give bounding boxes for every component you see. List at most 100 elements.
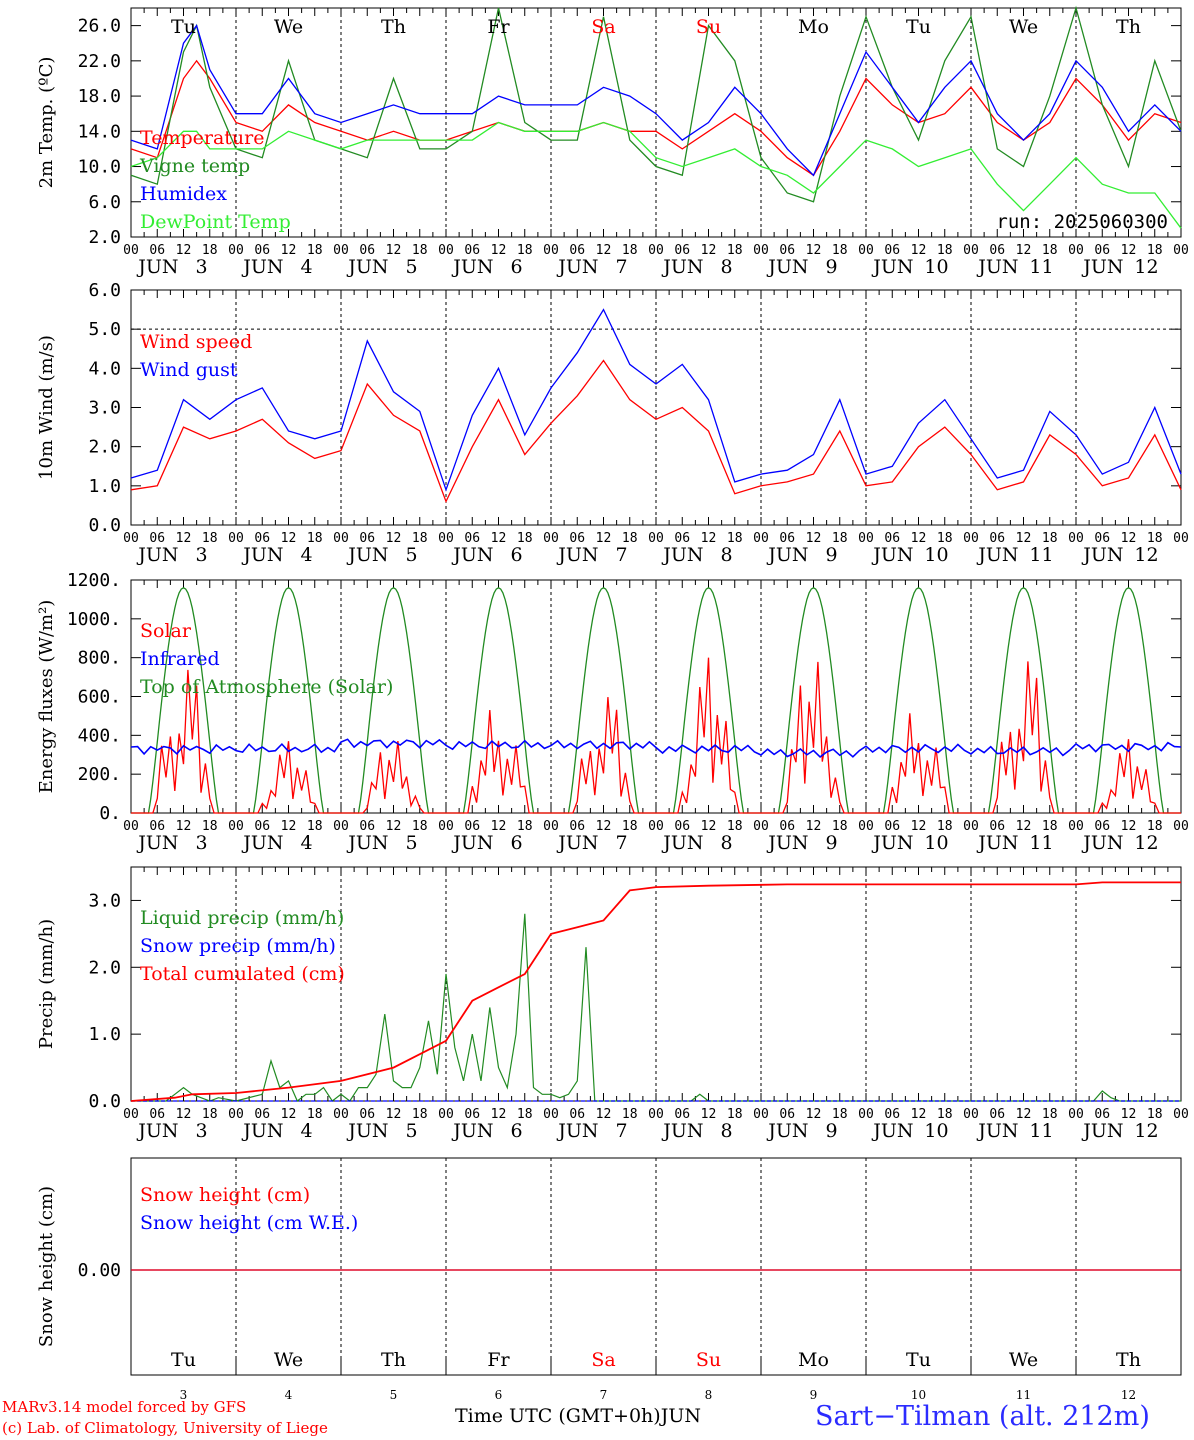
- day-number-label: 10: [924, 544, 948, 566]
- hour-tick-label: 18: [937, 1107, 953, 1122]
- hour-tick-label: 12: [176, 1107, 192, 1122]
- hour-tick-label: 12: [911, 531, 927, 546]
- hour-tick-label: 06: [779, 531, 795, 546]
- month-label: JUN: [346, 832, 388, 854]
- weekday-label: Mo: [798, 16, 829, 38]
- hour-tick-label: 18: [727, 819, 743, 834]
- hour-tick-label: 18: [412, 1107, 428, 1122]
- y-tick-label: 200.: [78, 764, 121, 785]
- hour-tick-label: 06: [569, 1107, 585, 1122]
- y-axis-label-2: 10m Wind (m/s): [36, 335, 57, 480]
- month-label: JUN: [346, 1120, 388, 1142]
- hour-tick-label: 18: [1042, 1107, 1058, 1122]
- day-number-label: 9: [825, 256, 837, 278]
- legend-entry: Infrared: [140, 648, 220, 670]
- hour-tick-label: 00: [648, 1107, 664, 1122]
- hour-tick-label: 18: [727, 243, 743, 258]
- hour-tick-label: 18: [202, 819, 218, 834]
- day-number-label: 4: [285, 1388, 293, 1402]
- hour-tick-label: 12: [491, 819, 507, 834]
- hour-tick-label: 00: [1173, 819, 1189, 834]
- day-number-label: 10: [924, 832, 948, 854]
- weekday-label: Su: [696, 16, 721, 38]
- y-tick-label: 10.0: [78, 157, 121, 178]
- hour-tick-label: 00: [753, 819, 769, 834]
- hour-tick-label: 06: [464, 531, 480, 546]
- day-number-label: 3: [195, 544, 207, 566]
- hour-tick-label: 06: [989, 531, 1005, 546]
- hour-tick-label: 12: [806, 819, 822, 834]
- day-number-label: 5: [390, 1388, 398, 1402]
- hour-tick-label: 00: [963, 531, 979, 546]
- hour-tick-label: 18: [1147, 1107, 1163, 1122]
- y-tick-label: 400.: [78, 725, 121, 746]
- hour-tick-label: 12: [281, 531, 297, 546]
- model-credit: MARv3.14 model forced by GFS: [2, 1398, 247, 1416]
- hour-tick-label: 00: [648, 243, 664, 258]
- day-number-label: 3: [195, 256, 207, 278]
- hour-tick-label: 18: [307, 819, 323, 834]
- hour-tick-label: 00: [753, 1107, 769, 1122]
- hour-tick-label: 18: [307, 243, 323, 258]
- day-number-label: 11: [1029, 256, 1053, 278]
- hour-tick-label: 06: [149, 819, 165, 834]
- hour-tick-label: 06: [1094, 819, 1110, 834]
- hour-tick-label: 12: [386, 531, 402, 546]
- hour-tick-label: 00: [1068, 531, 1084, 546]
- hour-tick-label: 18: [307, 531, 323, 546]
- hour-tick-label: 12: [701, 1107, 717, 1122]
- y-tick-label: 3.0: [88, 398, 121, 419]
- y-tick-label: 600.: [78, 687, 121, 708]
- hour-tick-label: 00: [543, 819, 559, 834]
- hour-tick-label: 18: [202, 1107, 218, 1122]
- day-number-label: 11: [1016, 1388, 1031, 1402]
- series-line-infrared: [130, 738, 1182, 758]
- month-label: JUN: [451, 544, 493, 566]
- hour-tick-label: 00: [1173, 243, 1189, 258]
- hour-tick-label: 00: [648, 819, 664, 834]
- series-line-vigne-temp: [130, 5, 1182, 203]
- hour-tick-label: 18: [832, 1107, 848, 1122]
- legend-entry: Wind speed: [140, 331, 252, 353]
- hour-tick-label: 00: [963, 819, 979, 834]
- series-line-solar: [131, 657, 1181, 814]
- day-number-label: 3: [195, 1120, 207, 1142]
- month-label: JUN: [451, 1120, 493, 1142]
- month-label: JUN: [1081, 1120, 1123, 1142]
- series-line-humidex: [130, 24, 1182, 177]
- hour-tick-label: 18: [202, 531, 218, 546]
- hour-tick-label: 12: [386, 243, 402, 258]
- day-number-label: 7: [615, 832, 627, 854]
- day-number-label: 5: [405, 256, 417, 278]
- day-number-label: 4: [300, 1120, 312, 1142]
- day-number-label: 12: [1134, 544, 1158, 566]
- hour-tick-label: 06: [569, 819, 585, 834]
- hour-tick-label: 12: [1016, 1107, 1032, 1122]
- hour-tick-label: 12: [701, 531, 717, 546]
- hour-tick-label: 00: [543, 243, 559, 258]
- y-tick-label: 0.00: [78, 1260, 121, 1281]
- legend-entry: Temperature: [140, 127, 264, 149]
- month-label: JUN: [766, 832, 808, 854]
- month-label: JUN: [346, 544, 388, 566]
- hour-tick-label: 06: [569, 243, 585, 258]
- legend-entry: Liquid precip (mm/h): [140, 907, 344, 929]
- month-label: JUN: [136, 1120, 178, 1142]
- hour-tick-label: 12: [596, 243, 612, 258]
- month-label: JUN: [451, 256, 493, 278]
- y-tick-label: 0.0: [88, 515, 121, 536]
- hour-tick-label: 06: [989, 1107, 1005, 1122]
- legend-entry: Solar: [140, 620, 192, 642]
- month-label: JUN: [661, 544, 703, 566]
- hour-tick-label: 12: [911, 819, 927, 834]
- hour-tick-label: 00: [123, 243, 139, 258]
- legend-entry: Wind gust: [140, 359, 238, 381]
- y-tick-label: 4.0: [88, 358, 121, 379]
- day-number-label: 7: [600, 1388, 608, 1402]
- hour-tick-label: 00: [333, 531, 349, 546]
- day-number-label: 5: [405, 1120, 417, 1142]
- hour-tick-label: 12: [1016, 819, 1032, 834]
- hour-tick-label: 00: [753, 531, 769, 546]
- weekday-label: Th: [381, 1349, 406, 1371]
- hour-tick-label: 18: [622, 819, 638, 834]
